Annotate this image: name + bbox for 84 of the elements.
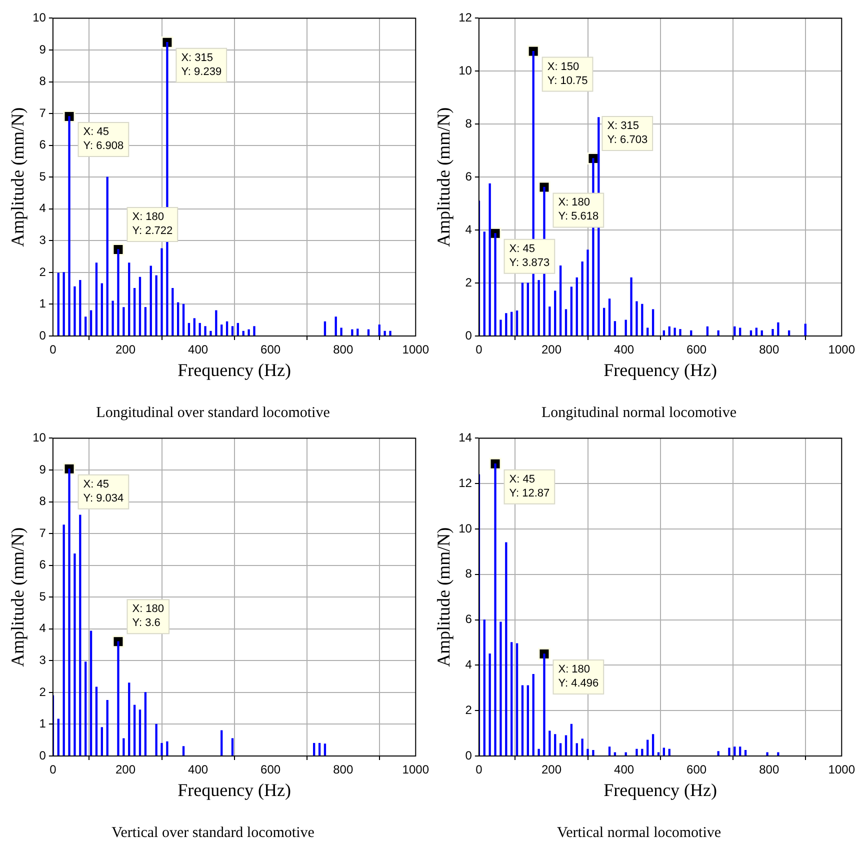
text: Longitudinal over standard locomotive bbox=[96, 404, 330, 421]
y-tick-label: 12 bbox=[458, 476, 472, 490]
annotation: X: 315 Y: 6.703 bbox=[607, 120, 648, 146]
x-tick-label: 800 bbox=[333, 762, 354, 777]
y-tick-label: 6 bbox=[39, 558, 46, 572]
y-tick-label: 3 bbox=[39, 652, 46, 667]
y-axis-title: Amplitude (mm/N) bbox=[434, 527, 454, 667]
y-tick-label: 8 bbox=[465, 566, 472, 581]
y-tick-label: 2 bbox=[465, 275, 472, 290]
text: Vertical over standard locomotive bbox=[112, 824, 315, 841]
annotation: X: 150 Y: 10.75 bbox=[547, 60, 588, 87]
y-tick-label: 0 bbox=[465, 328, 472, 342]
x-tick-label: 1000 bbox=[828, 342, 856, 357]
y-tick-label: 5 bbox=[39, 169, 46, 184]
y-tick-label: 4 bbox=[465, 222, 472, 236]
annotation: X: 45 Y: 9.034 bbox=[83, 478, 124, 504]
y-tick-label: 10 bbox=[458, 63, 472, 78]
x-tick-label: 200 bbox=[115, 762, 136, 777]
annotation: X: 45 Y: 3.873 bbox=[509, 242, 550, 269]
y-tick-label: 14 bbox=[458, 430, 472, 445]
x-tick-label: 400 bbox=[614, 342, 634, 357]
x-tick-label: 800 bbox=[759, 342, 780, 357]
y-axis-title: Amplitude (mm/N) bbox=[434, 107, 454, 247]
x-tick-label: 600 bbox=[686, 762, 707, 777]
y-tick-label: 6 bbox=[39, 138, 46, 152]
x-tick-label: 200 bbox=[115, 342, 136, 357]
y-tick-label: 4 bbox=[465, 658, 472, 672]
x-tick-label: 600 bbox=[260, 762, 281, 777]
y-tick-label: 6 bbox=[465, 169, 472, 184]
x-axis-title: Frequency (Hz) bbox=[604, 360, 718, 380]
y-tick-label: 0 bbox=[465, 748, 472, 762]
y-tick-label: 1 bbox=[39, 296, 46, 311]
y-tick-label: 8 bbox=[39, 494, 46, 508]
x-tick-label: 600 bbox=[260, 342, 281, 357]
y-axis-title: Amplitude (mm/N) bbox=[8, 527, 28, 667]
x-tick-label: 800 bbox=[333, 342, 354, 357]
y-tick-label: 12 bbox=[458, 10, 472, 25]
y-tick-label: 2 bbox=[39, 684, 46, 699]
y-tick-label: 9 bbox=[39, 42, 46, 56]
x-tick-label: 200 bbox=[541, 762, 562, 777]
y-tick-label: 4 bbox=[39, 621, 46, 636]
y-tick-label: 10 bbox=[32, 430, 46, 445]
y-tick-label: 10 bbox=[32, 10, 46, 25]
y-tick-label: 7 bbox=[39, 106, 46, 120]
y-tick-label: 7 bbox=[39, 526, 46, 540]
annotation: X: 180 Y: 4.496 bbox=[558, 663, 599, 690]
x-tick-label: 1000 bbox=[402, 342, 430, 357]
y-tick-label: 0 bbox=[39, 748, 46, 762]
y-tick-label: 2 bbox=[39, 264, 46, 279]
x-axis-title: Frequency (Hz) bbox=[178, 780, 292, 800]
x-tick-label: 1000 bbox=[402, 762, 430, 777]
y-tick-label: 9 bbox=[39, 462, 46, 476]
x-tick-label: 600 bbox=[686, 342, 707, 357]
y-tick-label: 3 bbox=[39, 232, 46, 247]
annotation: X: 45 Y: 12.87 bbox=[509, 473, 550, 500]
text: Vertical normal locomotive bbox=[556, 824, 722, 841]
y-tick-label: 0 bbox=[39, 328, 46, 342]
text: Longitudinal normal locomotive bbox=[542, 404, 737, 421]
y-tick-label: 1 bbox=[39, 716, 46, 731]
annotation: X: 180 Y: 5.618 bbox=[558, 196, 599, 223]
annotation: X: 180 Y: 3.6 bbox=[132, 603, 164, 630]
y-tick-label: 8 bbox=[39, 74, 46, 88]
x-tick-label: 400 bbox=[188, 342, 208, 357]
y-axis-title: Amplitude (mm/N) bbox=[8, 107, 28, 247]
annotation: X: 45 Y: 6.908 bbox=[83, 126, 124, 152]
y-tick-label: 8 bbox=[465, 116, 472, 130]
x-axis-title: Frequency (Hz) bbox=[604, 780, 718, 800]
y-tick-label: 2 bbox=[465, 702, 472, 717]
x-tick-label: 0 bbox=[476, 762, 483, 777]
x-tick-label: 0 bbox=[50, 342, 57, 357]
y-tick-label: 10 bbox=[458, 521, 472, 536]
x-tick-label: 800 bbox=[759, 762, 780, 777]
y-tick-label: 6 bbox=[465, 612, 472, 626]
annotation: X: 315 Y: 9.239 bbox=[181, 52, 222, 78]
y-tick-label: 4 bbox=[39, 201, 46, 216]
x-tick-label: 1000 bbox=[828, 762, 856, 777]
y-tick-label: 5 bbox=[39, 589, 46, 604]
x-axis-title: Frequency (Hz) bbox=[178, 360, 292, 380]
x-tick-label: 200 bbox=[541, 342, 562, 357]
x-tick-label: 0 bbox=[476, 342, 483, 357]
annotation: X: 180 Y: 2.722 bbox=[132, 211, 173, 238]
x-tick-label: 400 bbox=[614, 762, 634, 777]
x-tick-label: 400 bbox=[188, 762, 208, 777]
x-tick-label: 0 bbox=[50, 762, 57, 777]
